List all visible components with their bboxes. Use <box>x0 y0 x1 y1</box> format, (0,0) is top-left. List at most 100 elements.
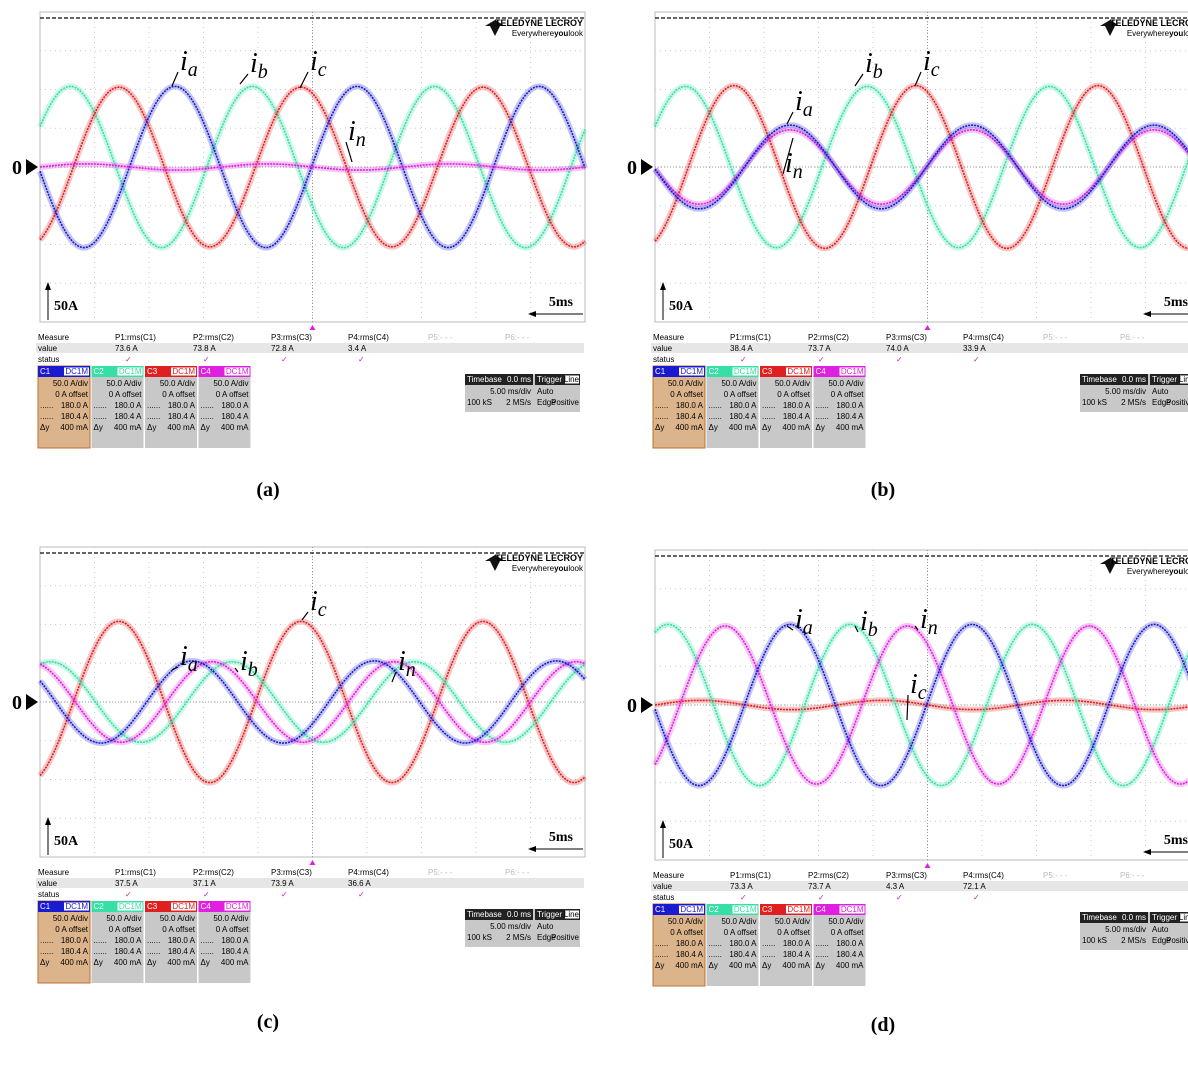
channel-row-label: ...... <box>40 412 53 421</box>
channel-row-label: Δy <box>40 958 49 967</box>
status-check: ✓ <box>896 355 903 364</box>
figure-canvas: TELEDYNE LECROYEverywhereyoulook050A5msi… <box>0 0 1188 1084</box>
channel-row-value: 180.4 A <box>836 412 864 421</box>
trigger-title: Trigger <box>537 375 562 384</box>
channel-row-value: 0 A offset <box>670 928 704 937</box>
channel-coupling: DC1M <box>734 905 757 914</box>
timebase-delay: 0.0 ms <box>507 375 531 384</box>
channel-row-label: ...... <box>40 401 53 410</box>
param-label: P4:rms(C4) <box>348 333 389 342</box>
logo-tagline: Everywhereyoulook <box>1127 29 1188 38</box>
timebase-samples: 100 kS <box>467 398 492 407</box>
channel-name: C3 <box>147 367 158 376</box>
annotation-symbol: i <box>310 586 318 617</box>
channel-row-label: ...... <box>94 936 107 945</box>
tagline-part: look <box>1183 29 1188 38</box>
channel-scale: 50.0 A/div <box>721 379 756 388</box>
logo-brand: TELEDYNE LECROY <box>1110 18 1188 28</box>
tagline-part: look <box>1183 567 1188 576</box>
channel-row-value: 400 mA <box>729 423 757 432</box>
annotation-symbol: i <box>180 641 188 672</box>
channel-row-label: Δy <box>816 423 825 432</box>
channel-row-label: ...... <box>709 401 722 410</box>
annotation-symbol: i <box>250 48 258 79</box>
measure-value: 73.8 A <box>193 344 216 353</box>
param-label: P5:- - - <box>1043 871 1068 880</box>
channel-row-value: 0 A offset <box>724 390 758 399</box>
channel-row-value: 400 mA <box>114 423 142 432</box>
channel-row-label: Δy <box>94 423 103 432</box>
param-label: P3:rms(C3) <box>886 871 927 880</box>
channel-row-value: 180.4 A <box>221 412 249 421</box>
timebase-delay: 0.0 ms <box>1122 375 1146 384</box>
status-label: status <box>653 893 674 902</box>
annotation-symbol: i <box>310 46 318 77</box>
annotation-symbol: i <box>910 669 918 700</box>
channel-row-value: 400 mA <box>836 423 864 432</box>
channel-row-label: ...... <box>201 401 214 410</box>
measure-label: Measure <box>653 871 685 880</box>
timebase-samples: 100 kS <box>1082 936 1107 945</box>
channel-row-value: 180.0 A <box>729 939 757 948</box>
channel-coupling: DC1M <box>787 367 810 376</box>
measure-value: 4.3 A <box>886 882 905 891</box>
channel-name: C3 <box>762 367 773 376</box>
tagline-part: Everywhere <box>512 564 555 573</box>
channel-scale: 50.0 A/div <box>160 379 195 388</box>
status-label: status <box>653 355 674 364</box>
trigger-mode: Auto <box>1152 925 1169 934</box>
channel-coupling: DC1M <box>65 902 88 911</box>
trigger-line-label: Line <box>564 910 580 919</box>
tagline-part: you <box>1169 567 1183 576</box>
annotation-symbol: i <box>920 604 928 635</box>
logo-brand: TELEDYNE LECROY <box>1110 556 1188 566</box>
channel-row-label: Δy <box>709 423 718 432</box>
trigger-marker <box>310 325 316 330</box>
param-label: P2:rms(C2) <box>808 333 849 342</box>
status-check: ✓ <box>740 355 747 364</box>
measure-value: 37.5 A <box>115 879 138 888</box>
channel-row-value: 180.0 A <box>61 401 89 410</box>
trigger-marker <box>925 863 931 868</box>
measure-value: 73.9 A <box>271 879 294 888</box>
channel-row-value: 400 mA <box>60 423 88 432</box>
channel-row-label: ...... <box>94 947 107 956</box>
annotation-subscript: n <box>406 659 416 681</box>
channel-row-label: ...... <box>201 412 214 421</box>
channel-row-value: 180.0 A <box>61 936 89 945</box>
timebase-delay: 0.0 ms <box>1122 913 1146 922</box>
status-check: ✓ <box>125 890 132 899</box>
measure-value: 37.1 A <box>193 879 216 888</box>
annotation-subscript: b <box>248 659 258 681</box>
logo-tagline: Everywhereyoulook <box>512 29 584 38</box>
status-check: ✓ <box>818 355 825 364</box>
channel-row-value: 400 mA <box>221 423 249 432</box>
channel-coupling: DC1M <box>172 902 195 911</box>
logo-tagline: Everywhereyoulook <box>1127 567 1188 576</box>
timebase-samples: 100 kS <box>1082 398 1107 407</box>
param-label: P3:rms(C3) <box>886 333 927 342</box>
channel-row-value: 0 A offset <box>777 928 811 937</box>
current-scale: 50A <box>54 834 79 849</box>
param-label: P4:rms(C4) <box>963 333 1004 342</box>
channel-row-label: ...... <box>201 947 214 956</box>
channel-row-value: 180.4 A <box>61 947 89 956</box>
channel-name: C4 <box>816 367 827 376</box>
status-check: ✓ <box>358 355 365 364</box>
annotation-subscript: a <box>803 99 813 121</box>
timebase-delay: 0.0 ms <box>507 910 531 919</box>
trigger-line-label: Line <box>1179 913 1188 922</box>
timebase-rate: 2 MS/s <box>506 933 531 942</box>
tagline-part: you <box>554 29 568 38</box>
channel-row-value: 0 A offset <box>109 390 143 399</box>
channel-row-value: 400 mA <box>836 961 864 970</box>
channel-row-value: 180.0 A <box>729 401 757 410</box>
channel-row-value: 180.4 A <box>729 950 757 959</box>
tagline-part: you <box>554 564 568 573</box>
timebase-samples: 100 kS <box>467 933 492 942</box>
trigger-marker <box>925 325 931 330</box>
channel-row-value: 180.0 A <box>676 939 704 948</box>
channel-row-label: ...... <box>709 939 722 948</box>
measure-value: 73.6 A <box>115 344 138 353</box>
